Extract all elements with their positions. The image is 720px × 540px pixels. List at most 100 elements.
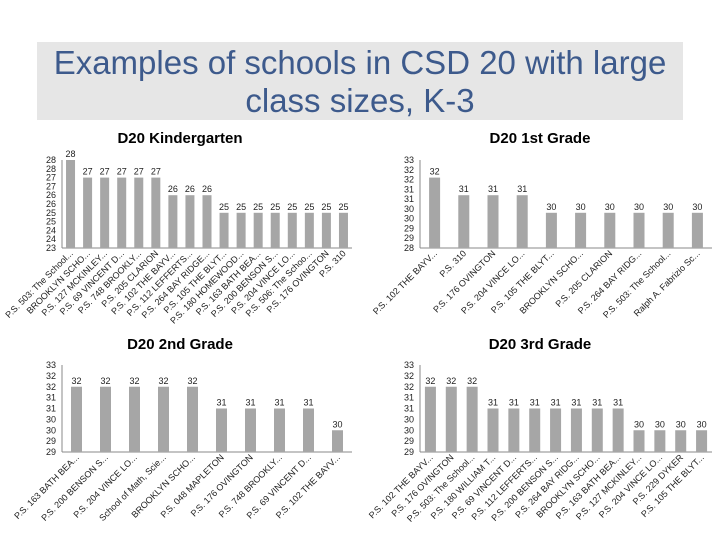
g3-bar: [529, 408, 541, 452]
g2-data-label: 32: [187, 376, 197, 386]
k-y-tick-label: 27: [46, 173, 56, 183]
g2-y-tick-label: 31: [46, 393, 56, 403]
g3-y-tick-label: 32: [404, 382, 414, 392]
k-y-tick-label: 23: [46, 243, 56, 253]
g3-y-tick-label: 30: [404, 425, 414, 435]
g2-data-label: 31: [303, 398, 313, 408]
g1-y-tick-label: 32: [404, 175, 414, 185]
g1-bar: [545, 212, 557, 248]
g2-bar: [71, 386, 82, 452]
k-bar: [134, 177, 144, 248]
k-y-tick-label: 28: [46, 164, 56, 174]
k-bar: [219, 212, 229, 248]
g3-y-tick-label: 33: [404, 360, 414, 370]
g2-data-label: 32: [100, 376, 110, 386]
g1-category-label: P.S. 102 THE BAYV...: [371, 248, 439, 316]
g1-data-label: 30: [692, 202, 702, 212]
k-data-label: 25: [304, 202, 314, 212]
g1-bar: [604, 212, 616, 248]
k-bar: [168, 195, 178, 248]
g2-y-tick-label: 30: [46, 425, 56, 435]
k-data-label: 25: [236, 202, 246, 212]
k-data-label: 28: [66, 149, 76, 159]
g3-bar: [612, 408, 624, 452]
g3-data-label: 31: [488, 398, 498, 408]
g3-bar: [570, 408, 582, 452]
slide-title: Examples of schools in CSD 20 with large…: [53, 44, 667, 119]
k-data-label: 26: [185, 184, 195, 194]
g1-data-label: 30: [576, 202, 586, 212]
k-bar: [338, 212, 348, 248]
g1-y-tick-label: 30: [404, 214, 414, 224]
k-data-label: 25: [253, 202, 263, 212]
g1-chart-title: D20 1st Grade: [490, 130, 591, 147]
g1-bar: [487, 195, 499, 248]
g3-bar: [466, 386, 478, 452]
k-chart-title: D20 Kindergarten: [117, 130, 242, 147]
g2-data-label: 30: [332, 419, 342, 429]
g2-bar: [332, 430, 343, 452]
g1-data-label: 32: [430, 167, 440, 177]
g3-data-label: 30: [697, 419, 707, 429]
k-data-label: 27: [100, 167, 110, 177]
g2-data-label: 31: [274, 398, 284, 408]
g2-bar: [100, 386, 111, 452]
k-y-tick-label: 27: [46, 181, 56, 191]
g3-data-label: 31: [551, 398, 561, 408]
g2-bar: [158, 386, 169, 452]
g3-y-tick-label: 31: [404, 393, 414, 403]
g2-y-tick-label: 31: [46, 404, 56, 414]
g1-y-tick-label: 31: [404, 184, 414, 194]
k-data-label: 25: [287, 202, 297, 212]
g3-data-label: 30: [634, 419, 644, 429]
k-y-tick-label: 28: [46, 155, 56, 165]
g1-data-label: 31: [459, 184, 469, 194]
g3-data-label: 32: [467, 376, 477, 386]
g2-y-tick-label: 29: [46, 436, 56, 446]
k-bar: [270, 212, 280, 248]
g2-y-tick-label: 29: [46, 447, 56, 457]
g3-bar: [487, 408, 499, 452]
g1-y-tick-label: 30: [404, 204, 414, 214]
g2-y-tick-label: 32: [46, 371, 56, 381]
g3-chart-title: D20 3rd Grade: [489, 336, 592, 353]
g3-data-label: 32: [446, 376, 456, 386]
g3-data-label: 31: [509, 398, 519, 408]
g1-data-label: 30: [546, 202, 556, 212]
g3-y-tick-label: 31: [404, 404, 414, 414]
g2-data-label: 31: [216, 398, 226, 408]
g1-bar: [516, 195, 528, 248]
k-data-label: 27: [83, 167, 93, 177]
g1-y-tick-label: 29: [404, 223, 414, 233]
g2-bar: [129, 386, 140, 452]
g3-bar: [550, 408, 562, 452]
k-data-label: 26: [168, 184, 178, 194]
g1-bar: [458, 195, 470, 248]
g3-bar: [508, 408, 520, 452]
k-bar: [66, 160, 76, 248]
k-y-tick-label: 24: [46, 225, 56, 235]
k-data-label: 27: [134, 167, 144, 177]
k-y-tick-label: 26: [46, 190, 56, 200]
g2-data-label: 32: [71, 376, 81, 386]
g3-data-label: 32: [425, 376, 435, 386]
k-y-tick-label: 24: [46, 234, 56, 244]
g3-bar: [654, 430, 666, 452]
g3-data-label: 30: [655, 419, 665, 429]
k-bar: [185, 195, 195, 248]
k-y-tick-label: 26: [46, 199, 56, 209]
g2-y-tick-label: 32: [46, 382, 56, 392]
k-bar: [202, 195, 212, 248]
g2-data-label: 32: [129, 376, 139, 386]
g3-bar: [675, 430, 687, 452]
g2-bar: [245, 408, 256, 452]
g1-y-tick-label: 32: [404, 165, 414, 175]
g2-y-tick-label: 30: [46, 414, 56, 424]
g2-chart-title: D20 2nd Grade: [127, 336, 233, 353]
g3-data-label: 31: [592, 398, 602, 408]
g1-data-label: 31: [517, 184, 527, 194]
g1-bar: [575, 212, 587, 248]
g3-data-label: 31: [530, 398, 540, 408]
k-data-label: 25: [338, 202, 348, 212]
g3-bar: [445, 386, 457, 452]
